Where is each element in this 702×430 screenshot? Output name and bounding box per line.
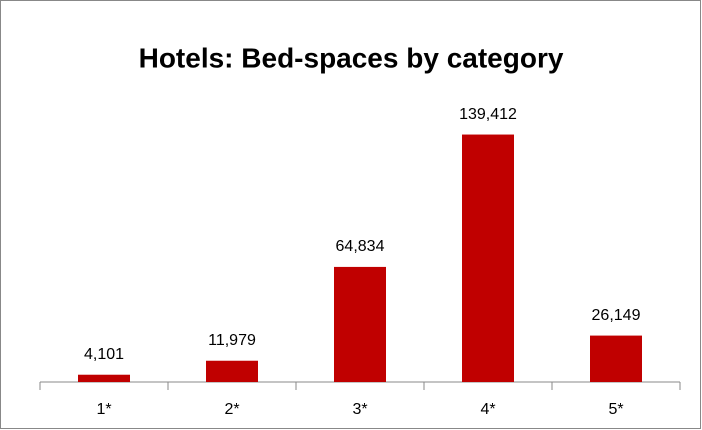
x-tick-label: 3* [352,401,367,418]
data-label: 64,834 [336,238,385,255]
bar [590,335,642,382]
x-tick-label: 5* [608,401,623,418]
x-tick-label: 4* [480,401,495,418]
data-label: 11,979 [208,332,256,349]
bar [462,134,514,382]
chart-title: Hotels: Bed-spaces by category [139,42,564,73]
bar [206,360,258,382]
x-tick-label: 1* [96,401,111,418]
data-label: 26,149 [592,307,641,324]
x-tick-label: 2* [224,401,239,418]
bar [334,266,386,382]
data-label: 4,101 [84,346,124,363]
bar [78,374,130,382]
data-label: 139,412 [459,106,517,123]
